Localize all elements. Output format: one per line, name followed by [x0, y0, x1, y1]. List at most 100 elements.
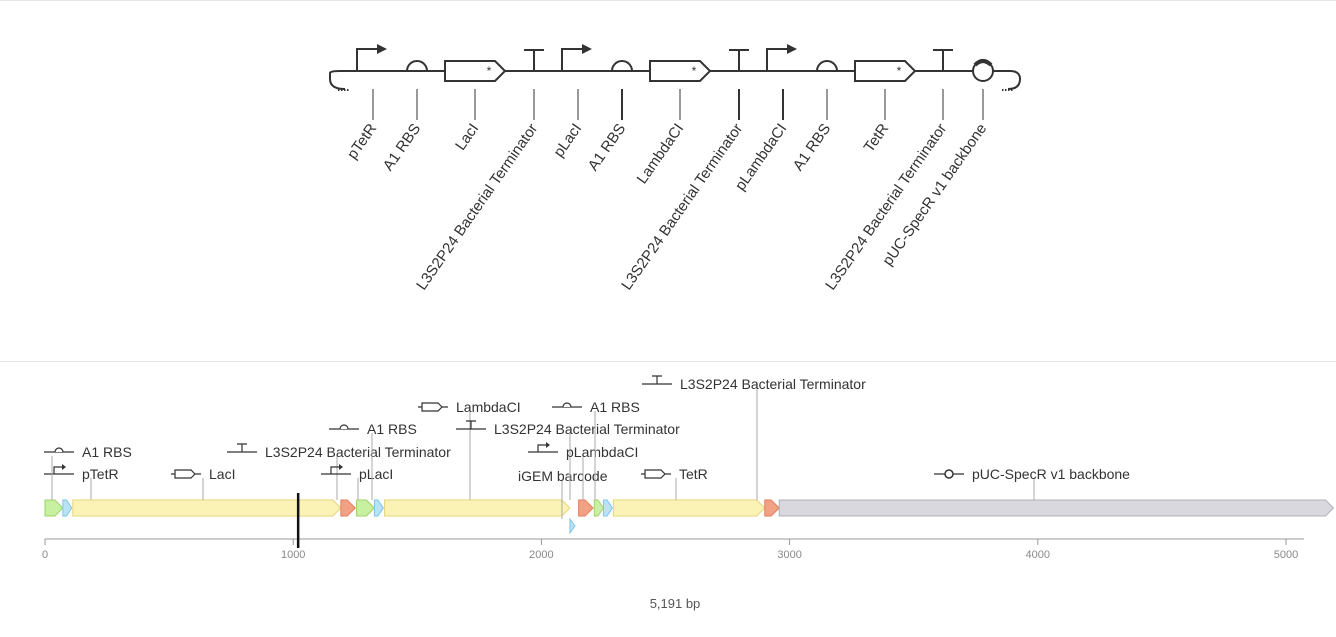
- promoter-glyph-icon: [766, 48, 787, 71]
- axis-tick-label: 2000: [529, 549, 553, 561]
- feature-label: L3S2P24 Bacterial Terminator: [680, 376, 866, 392]
- feature-bar[interactable]: [72, 499, 342, 517]
- feature-bar[interactable]: [578, 499, 594, 517]
- promoter-arrow-icon: [62, 464, 66, 470]
- cds-icon: [644, 469, 666, 479]
- feature-tetr[interactable]: TetR: [612, 466, 766, 517]
- feature-l3s2p24-bacterial-terminator[interactable]: L3S2P24 Bacterial Terminator: [227, 443, 451, 517]
- rbs-icon: [54, 447, 64, 453]
- sbol-part-label: A1 RBS: [790, 121, 835, 174]
- feature-bar[interactable]: [764, 499, 780, 517]
- sbol-part-cds[interactable]: * TetR: [854, 60, 917, 156]
- terminator-glyph-icon: [524, 49, 544, 71]
- cds-glyph-icon: [444, 60, 507, 82]
- sbol-part-rbs[interactable]: A1 RBS: [380, 60, 429, 174]
- promoter-icon: [330, 466, 339, 474]
- feature-a1-rbs[interactable]: A1 RBS: [329, 421, 417, 517]
- feature-bar[interactable]: [778, 499, 1335, 517]
- cds-star-icon: *: [487, 64, 492, 78]
- origin-icon: [944, 469, 954, 479]
- sbol-part-label: LacI: [452, 121, 482, 154]
- feature-bar[interactable]: [340, 499, 356, 517]
- axis-tick-label: 4000: [1026, 549, 1050, 561]
- feature-label: LacI: [209, 466, 235, 482]
- feature-a1-rbs[interactable]: A1 RBS: [552, 399, 640, 517]
- promoter-arrowhead-icon: [787, 44, 797, 54]
- cds-icon: [421, 402, 443, 412]
- terminator-icon: [652, 375, 662, 384]
- axis-tick-label: 0: [42, 549, 48, 561]
- feature-l3s2p24-bacterial-terminator[interactable]: L3S2P24 Bacterial Terminator: [642, 375, 866, 517]
- linear-map-canvas: 5,191 bp 0 1000 2000 3000 4000 5000 pTetR A1 RB…: [42, 375, 1335, 611]
- promoter-glyph-icon: [561, 48, 582, 71]
- rbs-glyph-icon: [815, 60, 839, 72]
- cds-icon: [174, 469, 196, 479]
- feature-label: TetR: [679, 466, 708, 482]
- feature-puc-specr-v1-backbone[interactable]: pUC-SpecR v1 backbone: [778, 466, 1335, 517]
- terminator-glyph-icon: [729, 49, 749, 71]
- feature-label: pLacI: [359, 466, 393, 482]
- feature-label: A1 RBS: [367, 421, 417, 437]
- feature-laci[interactable]: LacI: [72, 466, 342, 517]
- promoter-icon: [53, 466, 62, 474]
- rbs-icon: [562, 402, 572, 408]
- feature-bar[interactable]: [593, 499, 605, 517]
- feature-a1-rbs[interactable]: A1 RBS: [44, 444, 132, 517]
- rbs-glyph-icon: [610, 60, 634, 72]
- feature-label: pLambdaCI: [566, 444, 638, 460]
- sbol-part-label: LambdaCI: [634, 121, 688, 187]
- terminator-glyph-icon: [933, 49, 953, 71]
- feature-label: pUC-SpecR v1 backbone: [972, 466, 1130, 482]
- sbol-part-cds[interactable]: * LacI: [444, 60, 507, 154]
- feature-l3s2p24-bacterial-terminator[interactable]: L3S2P24 Bacterial Terminator: [456, 420, 680, 517]
- sbol-part-terminator[interactable]: L3S2P24 Bacterial Terminator: [413, 49, 544, 294]
- feature-label: A1 RBS: [82, 444, 132, 460]
- axis-tick-label: 5000: [1274, 549, 1298, 561]
- feature-bar[interactable]: [569, 517, 576, 535]
- feature-plambdaci[interactable]: pLambdaCI: [528, 442, 638, 517]
- axis-tick-label: 3000: [777, 549, 801, 561]
- feature-ptetr[interactable]: pTetR: [44, 464, 119, 517]
- axis-tick-label: 1000: [281, 549, 305, 561]
- feature-label: LambdaCI: [456, 399, 521, 415]
- feature-placi[interactable]: pLacI: [321, 464, 393, 517]
- sbol-part-promoter[interactable]: pLambdaCI: [732, 44, 797, 194]
- feature-lambdaci[interactable]: LambdaCI: [384, 399, 571, 517]
- promoter-arrow-icon: [339, 464, 343, 470]
- sbol-part-label: L3S2P24 Bacterial Terminator: [413, 121, 541, 294]
- feature-bar[interactable]: [612, 499, 766, 517]
- sbol-part-label: pLacI: [550, 121, 585, 161]
- sbol-diagram: pTetR A1 RBS * LacI L3S2P24 Bacterial Termin…: [0, 0, 1336, 362]
- feature-label: L3S2P24 Bacterial Terminator: [265, 444, 451, 460]
- sbol-part-origin[interactable]: pUC-SpecR v1 backbone: [879, 59, 994, 269]
- feature-bar[interactable]: [44, 499, 64, 517]
- sequence-length-label: 5,191 bp: [650, 596, 701, 611]
- cds-glyph-icon: [854, 60, 917, 82]
- feature-label: A1 RBS: [590, 399, 640, 415]
- sbol-part-promoter[interactable]: pTetR: [344, 44, 387, 162]
- rbs-glyph-icon: [405, 60, 429, 72]
- promoter-icon: [537, 444, 546, 452]
- cds-star-icon: *: [897, 64, 902, 78]
- terminator-icon: [466, 420, 476, 429]
- promoter-arrowhead-icon: [377, 44, 387, 54]
- sbol-part-label: pTetR: [344, 120, 380, 162]
- terminator-icon: [237, 443, 247, 452]
- linear-map: 5,191 bp 0 1000 2000 3000 4000 5000 pTetR A1 RB…: [0, 363, 1336, 632]
- sbol-part-label: TetR: [861, 120, 893, 155]
- sbol-part-rbs[interactable]: A1 RBS: [790, 60, 839, 174]
- feature-igem-barcode[interactable]: iGEM barcode: [518, 468, 608, 535]
- cds-star-icon: *: [692, 64, 697, 78]
- sbol-part-rbs[interactable]: A1 RBS: [585, 60, 634, 174]
- feature-bar[interactable]: [384, 499, 571, 517]
- feature-bar[interactable]: [373, 499, 384, 517]
- sbol-part-promoter[interactable]: pLacI: [550, 44, 592, 160]
- feature-label: L3S2P24 Bacterial Terminator: [494, 421, 680, 437]
- feature-bar[interactable]: [602, 499, 613, 517]
- sbol-part-label: A1 RBS: [380, 121, 425, 174]
- rbs-icon: [339, 424, 349, 430]
- feature-bar[interactable]: [355, 499, 376, 517]
- feature-bar[interactable]: [62, 499, 73, 517]
- promoter-arrow-icon: [546, 442, 550, 448]
